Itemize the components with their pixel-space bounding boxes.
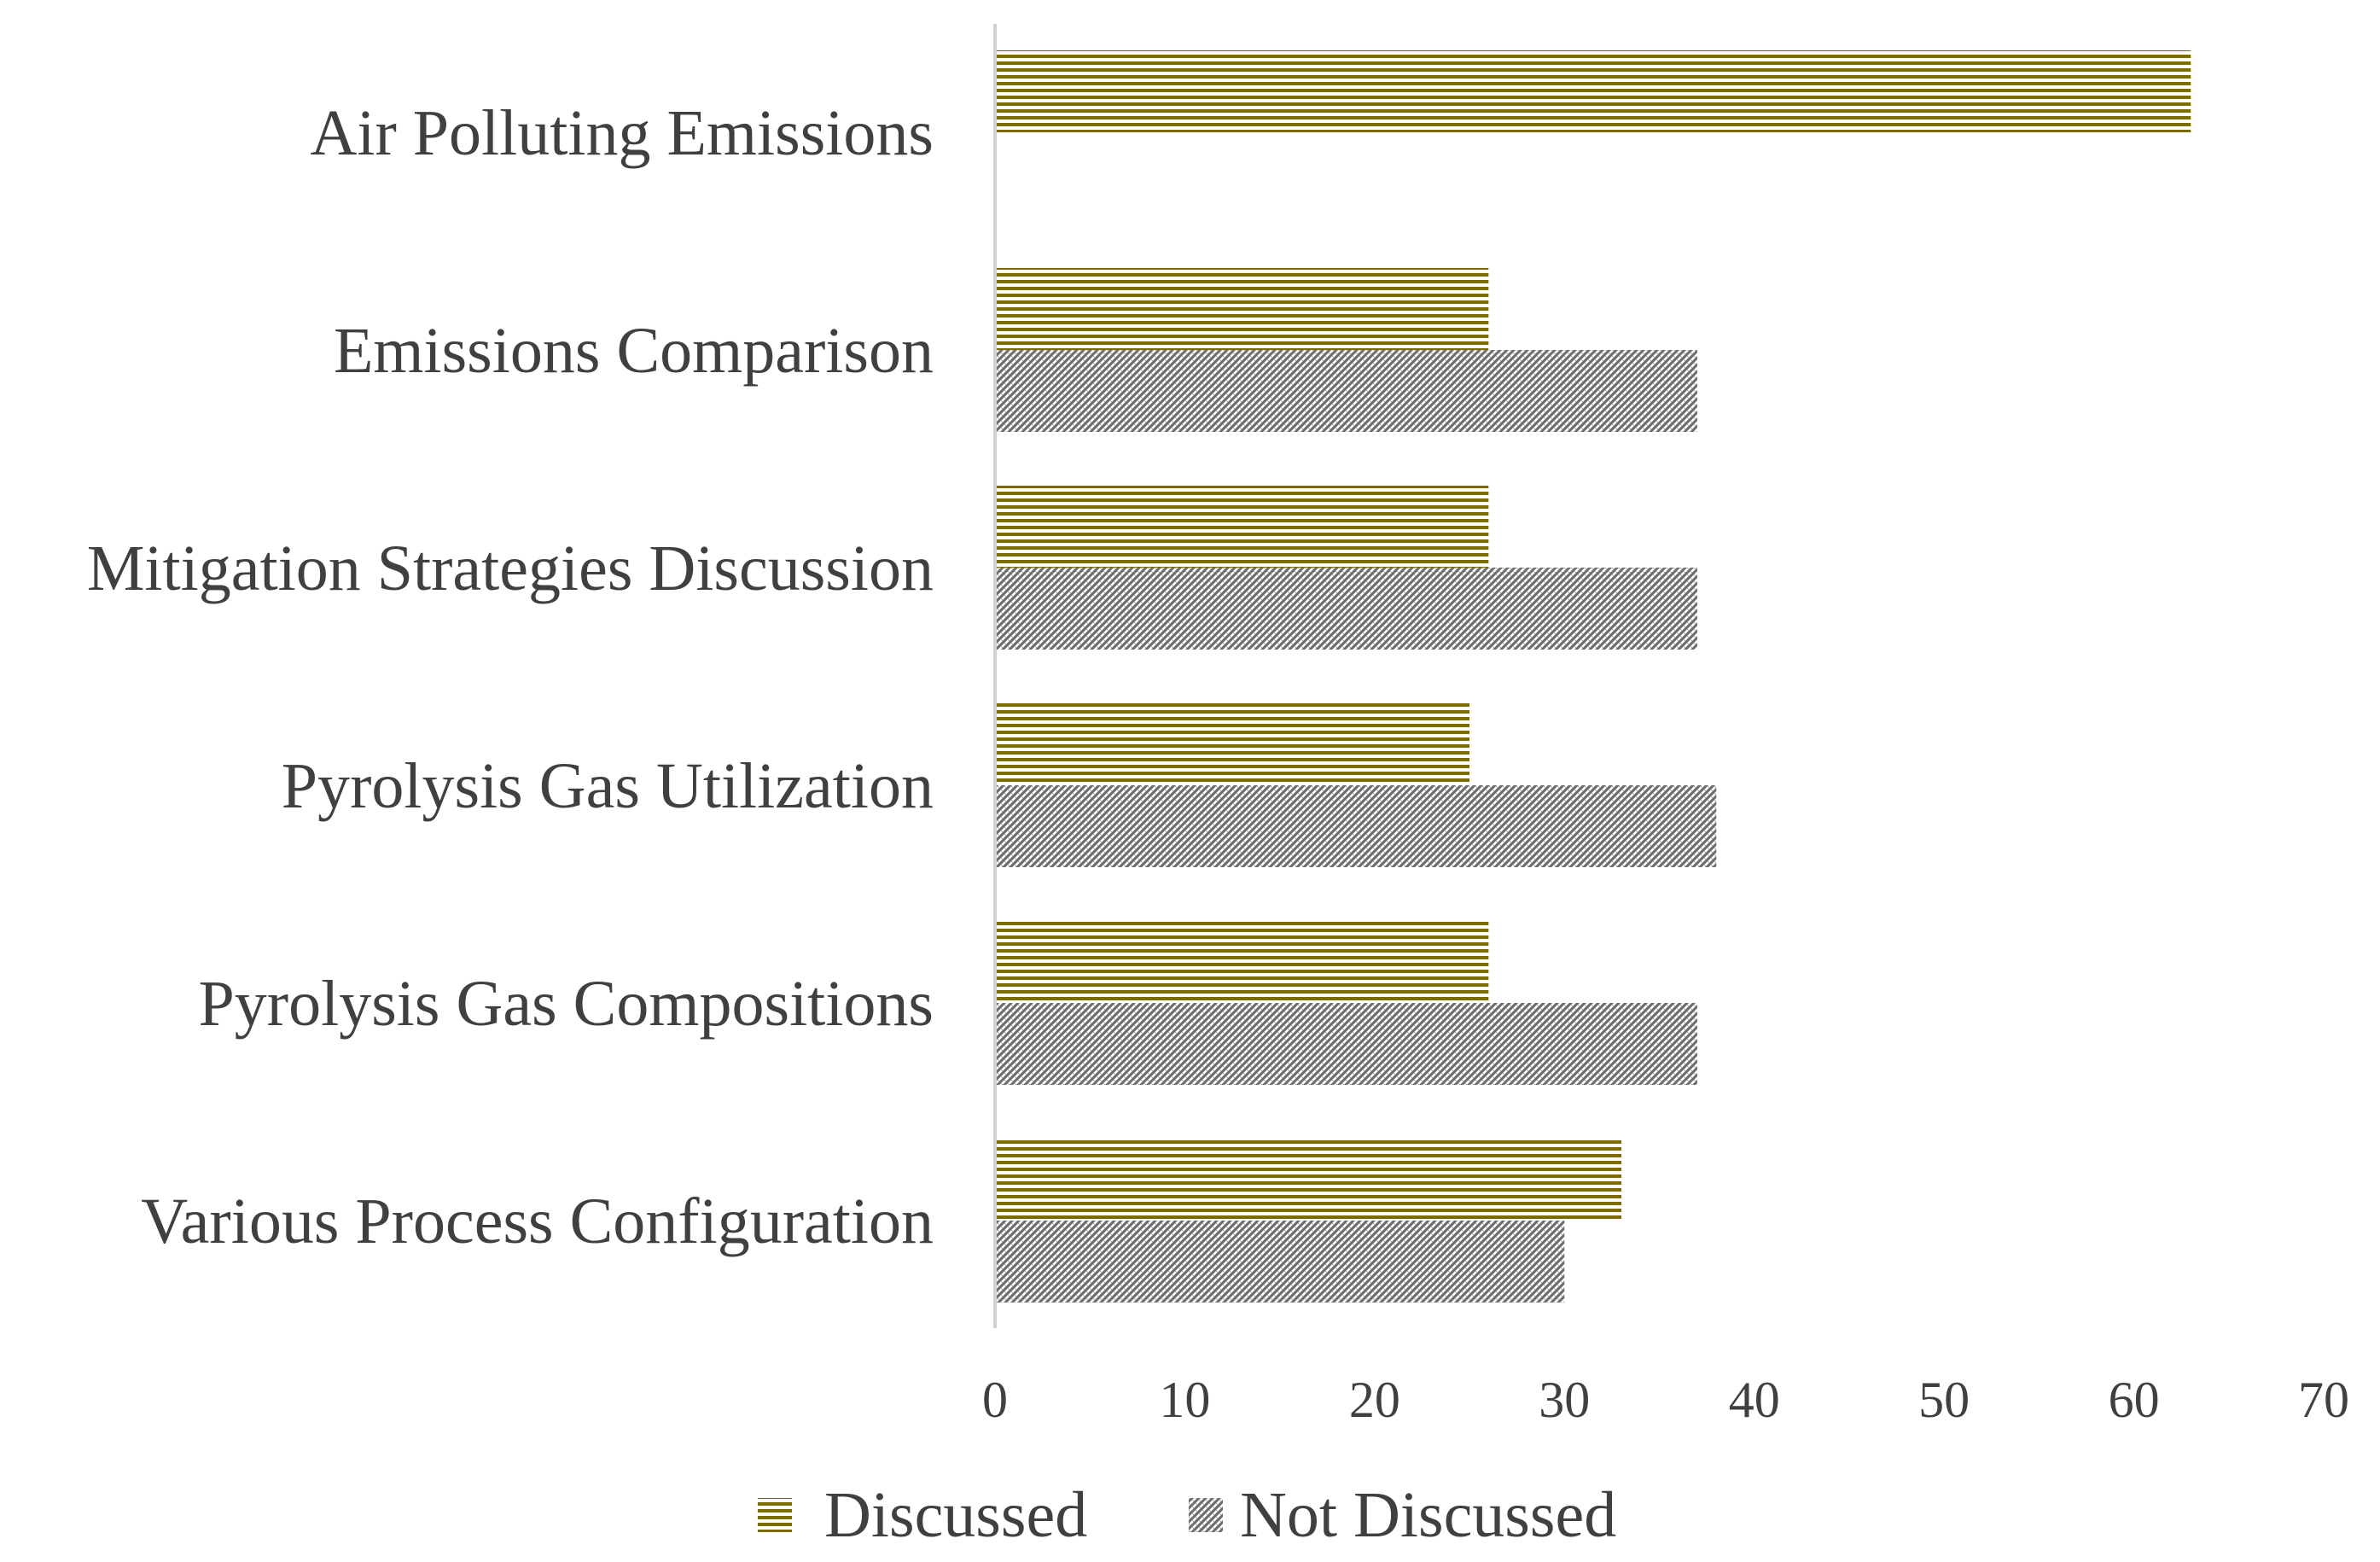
x-tick-label-30: 30 (1539, 1372, 1590, 1428)
bar-discussed-mitigation-strategies-discussion (995, 486, 1489, 568)
bar-not-discussed-various-process-configuration (995, 1221, 1565, 1303)
bar-not-discussed-pyrolysis-gas-compositions (995, 1003, 1697, 1085)
category-label-air-polluting-emissions: Air Polluting Emissions (310, 97, 934, 169)
bar-discussed-air-polluting-emissions (995, 50, 2191, 132)
legend-label-discussed: Discussed (824, 1479, 1087, 1551)
bar-discussed-pyrolysis-gas-utilization (995, 703, 1470, 785)
bar-not-discussed-pyrolysis-gas-utilization (995, 785, 1717, 867)
bar-not-discussed-emissions-comparison (995, 350, 1697, 432)
x-tick-label-60: 60 (2109, 1372, 2160, 1428)
bar-discussed-various-process-configuration (995, 1139, 1622, 1221)
category-label-emissions-comparison: Emissions Comparison (334, 315, 934, 387)
legend-swatch-discussed (758, 1498, 792, 1532)
legend-item-discussed: Discussed (758, 1479, 1087, 1551)
legend-swatch-not-discussed (1189, 1498, 1223, 1532)
legend-label-not-discussed: Not Discussed (1240, 1479, 1616, 1551)
category-label-pyrolysis-gas-compositions: Pyrolysis Gas Compositions (199, 968, 934, 1040)
x-tick-label-20: 20 (1349, 1372, 1400, 1428)
x-tick-label-0: 0 (982, 1372, 1008, 1428)
legend-item-not-discussed: Not Discussed (1189, 1479, 1616, 1551)
x-tick-label-40: 40 (1729, 1372, 1780, 1428)
x-tick-label-50: 50 (1918, 1372, 1970, 1428)
category-label-pyrolysis-gas-utilization: Pyrolysis Gas Utilization (282, 750, 934, 822)
bar-discussed-emissions-comparison (995, 268, 1489, 350)
x-tick-label-70: 70 (2298, 1372, 2349, 1428)
legend: Discussed Not Discussed (758, 1479, 1616, 1551)
category-label-mitigation-strategies-discussion: Mitigation Strategies Discussion (87, 533, 934, 604)
x-tick-label-10: 10 (1159, 1372, 1210, 1428)
category-label-various-process-configuration: Various Process Configuration (141, 1186, 934, 1257)
bar-discussed-pyrolysis-gas-compositions (995, 921, 1489, 1003)
bar-not-discussed-mitigation-strategies-discussion (995, 568, 1697, 650)
